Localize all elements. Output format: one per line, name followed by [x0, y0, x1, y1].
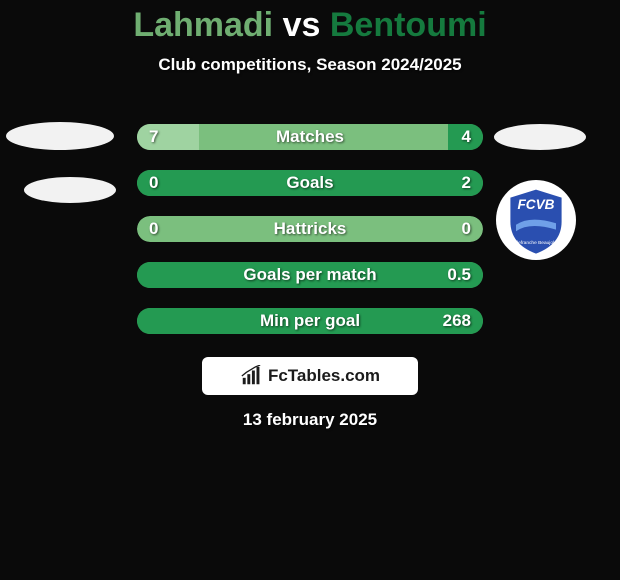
svg-text:Villefranche Beaujolais: Villefranche Beaujolais: [512, 240, 561, 246]
subtitle: Club competitions, Season 2024/2025: [0, 55, 620, 75]
stat-label: Matches: [276, 127, 344, 147]
player1-name: Lahmadi: [133, 6, 273, 44]
svg-text:FCVB: FCVB: [517, 197, 554, 212]
stat-row-matches: 7 4 Matches: [137, 124, 483, 150]
club-badge-icon: FCVB Villefranche Beaujolais: [496, 180, 576, 260]
stat-value-right: 268: [443, 311, 471, 331]
stat-value-right: 2: [462, 173, 471, 193]
stat-row-goals-per-match: 0.5 Goals per match: [137, 262, 483, 288]
page-title: Lahmadi vs Bentoumi: [0, 0, 620, 45]
stat-label: Min per goal: [260, 311, 360, 331]
stat-value-left: 0: [149, 219, 158, 239]
stat-fill-left: [137, 124, 199, 150]
stat-row-goals: 0 2 Goals: [137, 170, 483, 196]
stat-value-right: 0.5: [447, 265, 471, 285]
club-badge: FCVB Villefranche Beaujolais: [496, 180, 576, 260]
stat-label: Goals: [286, 173, 333, 193]
stat-row-hattricks: 0 0 Hattricks: [137, 216, 483, 242]
left-oval-1: [24, 177, 116, 203]
title-vs: vs: [283, 6, 321, 44]
branding: FcTables.com: [202, 357, 418, 395]
stats-panel: 7 4 Matches 0 2 Goals 0 0 Hattricks 0.5 Goals per …: [137, 124, 483, 334]
stat-value-right: 4: [462, 127, 471, 147]
bar-chart-icon: [240, 365, 262, 387]
stat-label: Goals per match: [243, 265, 376, 285]
player2-name: Bentoumi: [330, 6, 487, 44]
stat-value-left: 7: [149, 127, 158, 147]
right-oval-0: [494, 124, 586, 150]
stat-value-right: 0: [462, 219, 471, 239]
stat-row-min-per-goal: 268 Min per goal: [137, 308, 483, 334]
branding-text: FcTables.com: [268, 366, 380, 386]
left-oval-0: [6, 122, 114, 150]
stat-value-left: 0: [149, 173, 158, 193]
stat-label: Hattricks: [274, 219, 347, 239]
date-text: 13 february 2025: [243, 410, 377, 430]
comparison-infographic: Lahmadi vs Bentoumi Club competitions, S…: [0, 0, 620, 580]
